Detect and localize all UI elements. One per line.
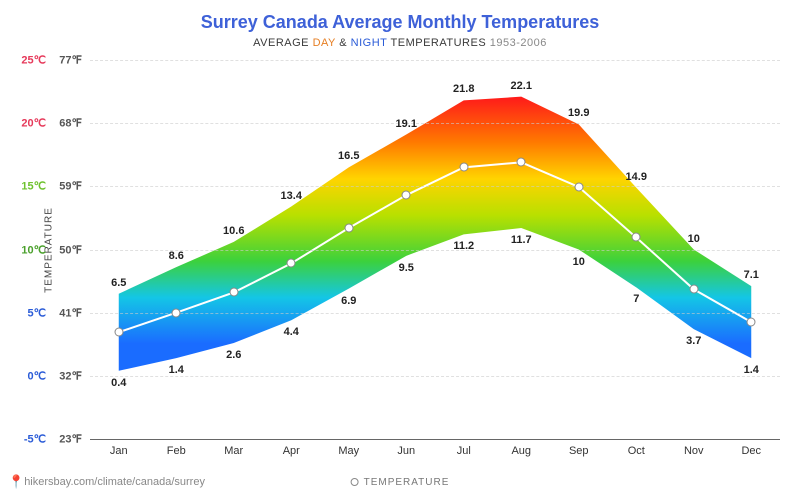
night-value-label: 7: [633, 293, 639, 305]
day-value-label: 7.1: [744, 269, 759, 281]
subtitle-prefix: AVERAGE: [253, 37, 312, 49]
night-value-label: 0.4: [111, 377, 126, 389]
xtick-month: Mar: [224, 445, 243, 457]
night-value-label: 4.4: [284, 326, 299, 338]
pin-icon: 📍: [8, 474, 24, 489]
ytick-fahrenheit: 32℉: [59, 369, 82, 382]
subtitle-amp: &: [336, 37, 351, 49]
marker-icon: [351, 478, 359, 486]
subtitle-mid: TEMPERATURES: [387, 37, 490, 49]
data-marker: [172, 308, 181, 317]
subtitle-years: 1953-2006: [490, 37, 547, 49]
chart-subtitle: AVERAGE DAY & NIGHT TEMPERATURES 1953-20…: [0, 37, 800, 49]
data-marker: [574, 182, 583, 191]
data-marker: [747, 318, 756, 327]
night-value-label: 2.6: [226, 349, 241, 361]
source-url: hikersbay.com/climate/canada/surrey: [24, 476, 205, 488]
xtick-month: Oct: [628, 445, 645, 457]
subtitle-night: NIGHT: [351, 37, 388, 49]
data-marker: [517, 158, 526, 167]
day-value-label: 16.5: [338, 150, 359, 162]
data-marker: [402, 191, 411, 200]
plot-area: -5℃23℉0℃32℉5℃41℉10℃50℉15℃59℉20℃68℉25℃77℉…: [90, 60, 780, 440]
night-value-label: 6.9: [341, 295, 356, 307]
night-value-label: 10: [573, 256, 585, 268]
data-marker: [114, 328, 123, 337]
legend-label: TEMPERATURE: [364, 477, 450, 488]
gridline: [90, 186, 780, 187]
day-value-label: 6.5: [111, 277, 126, 289]
night-value-label: 1.4: [744, 364, 759, 376]
xtick-month: Jun: [397, 445, 415, 457]
day-value-label: 22.1: [511, 80, 532, 92]
xtick-month: Sep: [569, 445, 589, 457]
chart-title: Surrey Canada Average Monthly Temperatur…: [0, 0, 800, 33]
day-value-label: 10: [688, 233, 700, 245]
legend: TEMPERATURE: [351, 477, 450, 488]
xtick-month: Apr: [283, 445, 300, 457]
ytick-fahrenheit: 68℉: [59, 117, 82, 130]
data-marker: [689, 285, 698, 294]
xtick-month: Nov: [684, 445, 704, 457]
gridline: [90, 123, 780, 124]
day-value-label: 19.1: [396, 118, 417, 130]
xtick-month: Jan: [110, 445, 128, 457]
ytick-celsius: 15℃: [21, 180, 46, 193]
day-value-label: 13.4: [281, 190, 302, 202]
gridline: [90, 313, 780, 314]
day-value-label: 8.6: [169, 250, 184, 262]
ytick-fahrenheit: 77℉: [59, 54, 82, 67]
data-marker: [287, 259, 296, 268]
ytick-fahrenheit: 23℉: [59, 433, 82, 446]
ytick-celsius: -5℃: [24, 433, 46, 446]
ytick-celsius: 10℃: [21, 243, 46, 256]
xtick-month: May: [338, 445, 359, 457]
ytick-celsius: 25℃: [21, 54, 46, 67]
day-value-label: 19.9: [568, 107, 589, 119]
day-value-label: 10.6: [223, 225, 244, 237]
night-value-label: 1.4: [169, 364, 184, 376]
gridline: [90, 376, 780, 377]
ytick-celsius: 0℃: [28, 369, 46, 382]
night-value-label: 11.2: [453, 240, 474, 252]
data-marker: [344, 224, 353, 233]
gridline: [90, 60, 780, 61]
day-value-label: 14.9: [626, 171, 647, 183]
ytick-celsius: 20℃: [21, 117, 46, 130]
temperature-chart: Surrey Canada Average Monthly Temperatur…: [0, 0, 800, 500]
data-marker: [229, 288, 238, 297]
ytick-fahrenheit: 50℉: [59, 243, 82, 256]
day-value-label: 21.8: [453, 83, 474, 95]
xtick-month: Feb: [167, 445, 186, 457]
night-value-label: 11.7: [511, 234, 532, 246]
xtick-month: Dec: [741, 445, 761, 457]
night-value-label: 3.7: [686, 335, 701, 347]
subtitle-day: DAY: [313, 37, 336, 49]
data-marker: [459, 163, 468, 172]
ytick-fahrenheit: 41℉: [59, 306, 82, 319]
gridline: [90, 250, 780, 251]
xtick-month: Jul: [457, 445, 471, 457]
xtick-month: Aug: [511, 445, 531, 457]
night-value-label: 9.5: [399, 262, 414, 274]
ytick-fahrenheit: 59℉: [59, 180, 82, 193]
ytick-celsius: 5℃: [28, 306, 46, 319]
attribution[interactable]: 📍hikersbay.com/climate/canada/surrey: [8, 474, 205, 490]
data-marker: [632, 233, 641, 242]
